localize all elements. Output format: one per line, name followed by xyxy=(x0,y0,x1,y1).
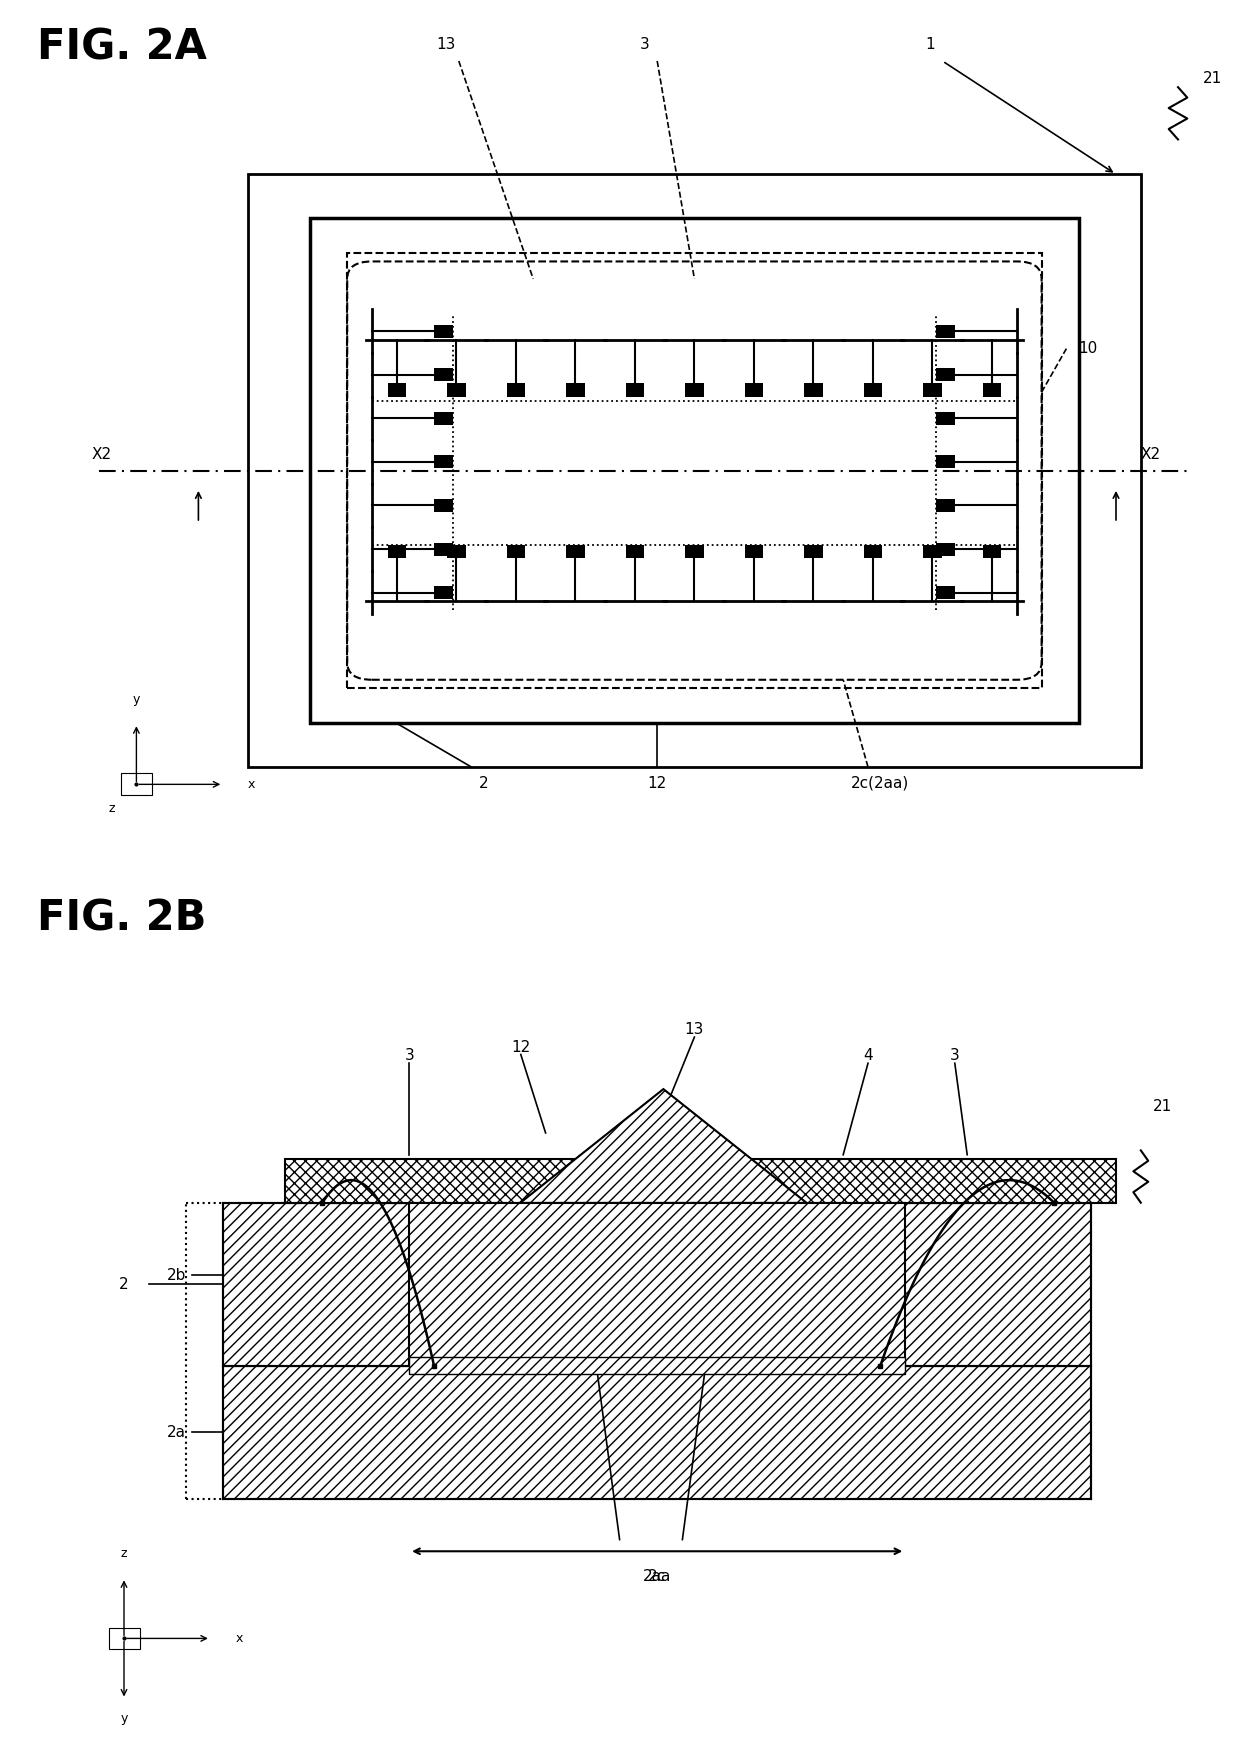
Bar xyxy=(109,1628,139,1649)
Bar xyxy=(223,1367,1091,1499)
Text: 2: 2 xyxy=(479,776,489,791)
Text: X2: X2 xyxy=(92,446,112,462)
Text: z: z xyxy=(120,1548,128,1560)
Text: 2c: 2c xyxy=(649,1569,666,1584)
Bar xyxy=(982,546,1002,558)
Bar xyxy=(122,774,151,795)
Bar xyxy=(936,498,955,512)
Bar xyxy=(223,1203,1091,1367)
Text: 10: 10 xyxy=(670,1117,689,1131)
Bar xyxy=(446,546,466,558)
Text: y: y xyxy=(120,1712,128,1726)
Bar xyxy=(446,383,466,397)
Bar xyxy=(936,455,955,469)
Text: 10: 10 xyxy=(1079,342,1099,356)
Bar xyxy=(923,383,941,397)
Bar xyxy=(744,383,764,397)
Bar xyxy=(507,383,526,397)
Bar xyxy=(434,542,453,556)
Text: 21: 21 xyxy=(1203,71,1223,85)
Bar xyxy=(434,324,453,338)
Bar xyxy=(626,383,645,397)
Text: x: x xyxy=(236,1631,243,1645)
Bar xyxy=(804,383,823,397)
Text: 13: 13 xyxy=(436,37,456,52)
Bar xyxy=(684,383,704,397)
Text: 12: 12 xyxy=(647,776,667,791)
Bar xyxy=(434,455,453,469)
Bar xyxy=(248,174,1141,767)
Text: 2aa: 2aa xyxy=(644,1569,671,1584)
Bar xyxy=(387,546,407,558)
Bar xyxy=(684,546,704,558)
Bar xyxy=(565,546,585,558)
Bar xyxy=(409,1356,905,1373)
Bar xyxy=(507,546,526,558)
Text: 3: 3 xyxy=(404,1048,414,1063)
Bar xyxy=(310,218,1079,723)
Bar xyxy=(936,411,955,425)
Bar xyxy=(434,411,453,425)
Text: 3: 3 xyxy=(950,1048,960,1063)
Bar xyxy=(409,1203,905,1367)
Bar xyxy=(434,498,453,512)
Bar xyxy=(923,546,941,558)
Bar xyxy=(434,586,453,600)
Bar xyxy=(285,1159,1116,1203)
Text: x: x xyxy=(248,777,255,791)
Text: FIG. 2A: FIG. 2A xyxy=(37,26,207,68)
Text: y: y xyxy=(133,694,140,706)
Text: 12: 12 xyxy=(511,1039,531,1055)
Bar xyxy=(744,546,764,558)
Bar xyxy=(936,368,955,382)
Text: 4: 4 xyxy=(863,1048,873,1063)
Bar xyxy=(936,586,955,600)
Bar xyxy=(804,546,823,558)
Bar xyxy=(434,368,453,382)
Text: 3: 3 xyxy=(640,37,650,52)
Text: X2: X2 xyxy=(1141,446,1161,462)
Bar xyxy=(347,253,1042,688)
Bar xyxy=(864,546,883,558)
Polygon shape xyxy=(521,1089,806,1203)
Bar xyxy=(936,542,955,556)
Text: 2a: 2a xyxy=(167,1424,186,1440)
Text: 1: 1 xyxy=(925,37,935,52)
Text: 21: 21 xyxy=(1153,1100,1173,1114)
Text: 2c(2aa): 2c(2aa) xyxy=(852,776,909,791)
Text: 2: 2 xyxy=(119,1276,129,1292)
Bar xyxy=(565,383,585,397)
Bar xyxy=(864,383,883,397)
Bar xyxy=(387,383,407,397)
Text: z: z xyxy=(108,802,115,814)
Text: 13: 13 xyxy=(684,1021,704,1037)
Bar xyxy=(626,546,645,558)
Polygon shape xyxy=(521,1089,806,1203)
Text: 2b: 2b xyxy=(166,1267,186,1283)
Bar xyxy=(982,383,1002,397)
Bar xyxy=(936,324,955,338)
Text: FIG. 2B: FIG. 2B xyxy=(37,898,207,939)
